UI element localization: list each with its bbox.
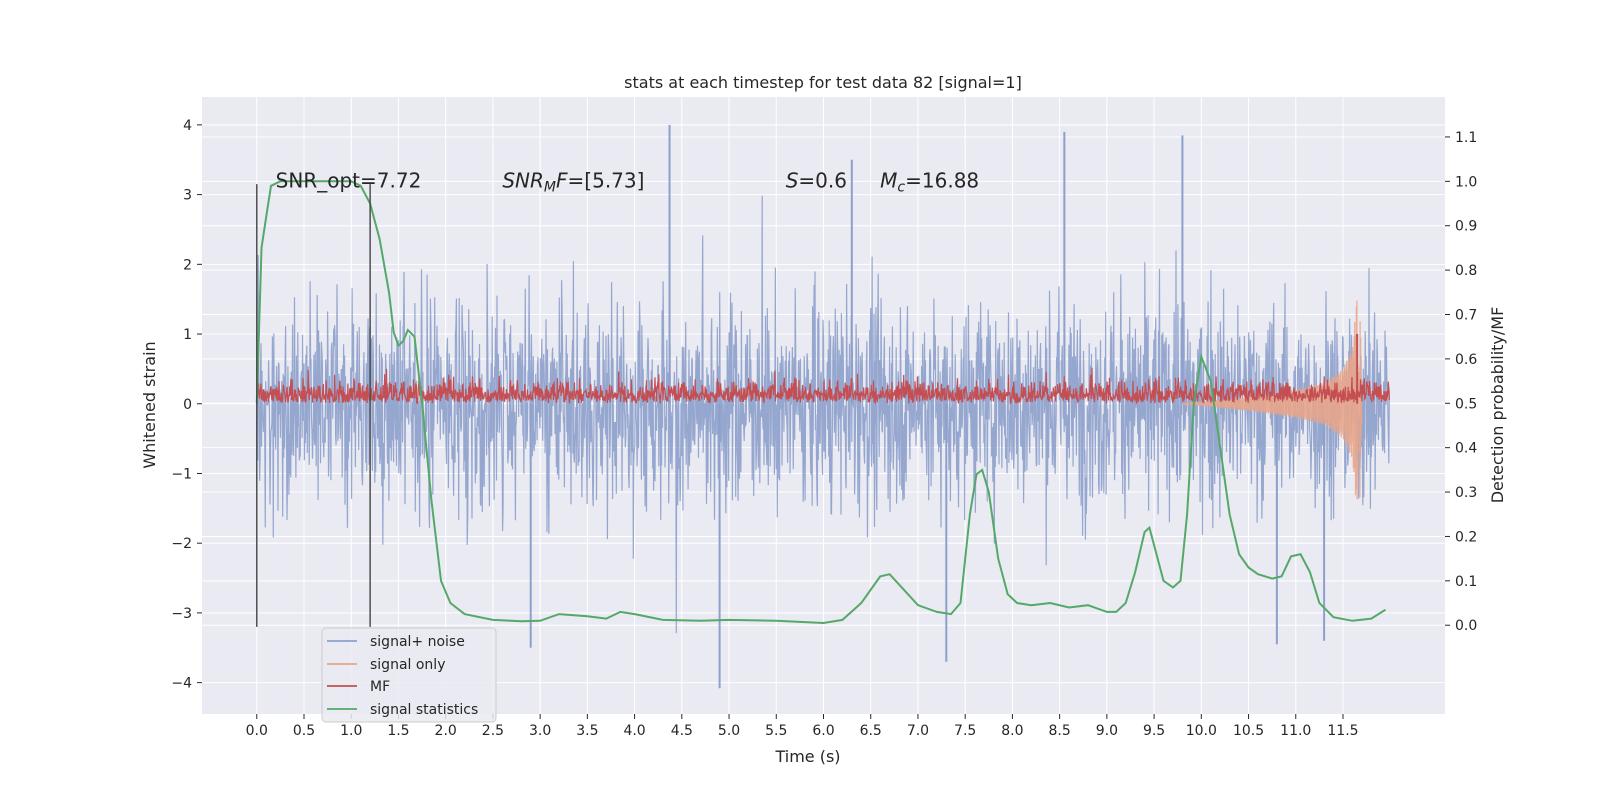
y-tick-label-6: 2 [183, 257, 192, 273]
y-tick-label-1: −3 [171, 606, 192, 622]
y-right-axis-label: Detection probability/MF [1488, 307, 1507, 504]
y-right-tick-label-4: 0.4 [1455, 441, 1477, 457]
legend-box [321, 627, 497, 723]
y-right-tick-label-6: 0.6 [1455, 352, 1477, 368]
legend-label-mf: MF [370, 679, 390, 695]
legend-label-signal-only: signal only [370, 657, 445, 673]
x-tick-label-6: 3.0 [529, 723, 551, 739]
x-tick-label-9: 4.5 [671, 723, 693, 739]
y-right-tick-label-7: 0.7 [1455, 308, 1477, 324]
x-axis-label: Time (s) [774, 747, 840, 766]
x-tick-label-2: 1.0 [340, 723, 362, 739]
x-tick-label-12: 6.0 [812, 723, 834, 739]
x-tick-label-7: 3.5 [576, 723, 598, 739]
x-tick-label-15: 7.5 [954, 723, 976, 739]
x-tick-label-23: 11.5 [1327, 723, 1358, 739]
x-tick-label-10: 5.0 [718, 723, 740, 739]
x-tick-label-13: 6.5 [860, 723, 882, 739]
y-tick-label-7: 3 [183, 188, 192, 204]
annotations: SNR_opt=7.72 SNRMF=[5.73] S=0.6 Mc=16.88 [276, 169, 979, 196]
y-right-tick-label-8: 0.8 [1455, 263, 1477, 279]
annotation-1: SNRMF=[5.73] [502, 169, 644, 196]
x-tick-label-14: 7.0 [907, 723, 929, 739]
y-right-tick-label-3: 0.3 [1455, 485, 1477, 501]
series-signal-statistics [255, 180, 1387, 625]
vertical-markers [256, 184, 371, 627]
series-signal-noise [256, 195, 1390, 634]
x-tick-label-22: 11.0 [1280, 723, 1311, 739]
y-right-tick-label-9: 0.9 [1455, 219, 1477, 235]
legend: signal+ noise signal only MF signal stat… [321, 627, 497, 723]
x-tick-label-18: 9.0 [1096, 723, 1118, 739]
x-tick-label-5: 2.5 [482, 723, 504, 739]
x-tick-label-16: 8.0 [1001, 723, 1023, 739]
annotation-3: Mc=16.88 [880, 169, 979, 196]
y-right-tick-label-11: 1.1 [1455, 130, 1477, 146]
x-tick-label-3: 1.5 [387, 723, 409, 739]
y-tick-label-0: −4 [171, 676, 192, 692]
x-tick-label-4: 2.0 [435, 723, 457, 739]
annotation-0: SNR_opt=7.72 [276, 169, 422, 193]
x-tick-label-8: 4.0 [623, 723, 645, 739]
x-tick-label-17: 8.5 [1048, 723, 1070, 739]
y-tick-label-4: 0 [183, 397, 192, 413]
x-tick-label-11: 5.5 [765, 723, 787, 739]
series-mf [256, 367, 1390, 405]
x-tick-label-0: 0.0 [246, 723, 268, 739]
y-right-tick-label-10: 1.0 [1455, 174, 1477, 190]
legend-label-signal-noise: signal+ noise [370, 634, 465, 650]
chart-title: stats at each timestep for test data 82 … [624, 73, 1022, 92]
x-tick-label-20: 10.0 [1186, 723, 1217, 739]
y-tick-label-3: −1 [171, 466, 192, 482]
series-signal-only [1182, 300, 1363, 500]
x-tick-label-1: 0.5 [293, 723, 315, 739]
tick-labels: 0.0 0.5 1.0 1.5 2.0 2.5 3.0 3.5 4.0 4.5 5.0 5.5 6.0 6… [171, 118, 1477, 739]
y-right-tick-label-1: 0.1 [1455, 574, 1477, 590]
y-tick-label-2: −2 [171, 536, 192, 552]
legend-label-signal-statistics: signal statistics [370, 702, 478, 718]
y-right-tick-label-5: 0.5 [1455, 396, 1477, 412]
y-right-tick-label-0: 0.0 [1455, 618, 1477, 634]
y-axis-label: Whitened strain [140, 341, 159, 468]
y-tick-label-5: 1 [183, 327, 192, 343]
x-tick-label-19: 9.5 [1143, 723, 1165, 739]
annotation-2: S=0.6 [786, 169, 847, 193]
x-tick-label-21: 10.5 [1233, 723, 1264, 739]
series-layer [255, 124, 1390, 689]
y-tick-label-8: 4 [183, 118, 192, 134]
y-right-tick-label-2: 0.2 [1455, 529, 1477, 545]
